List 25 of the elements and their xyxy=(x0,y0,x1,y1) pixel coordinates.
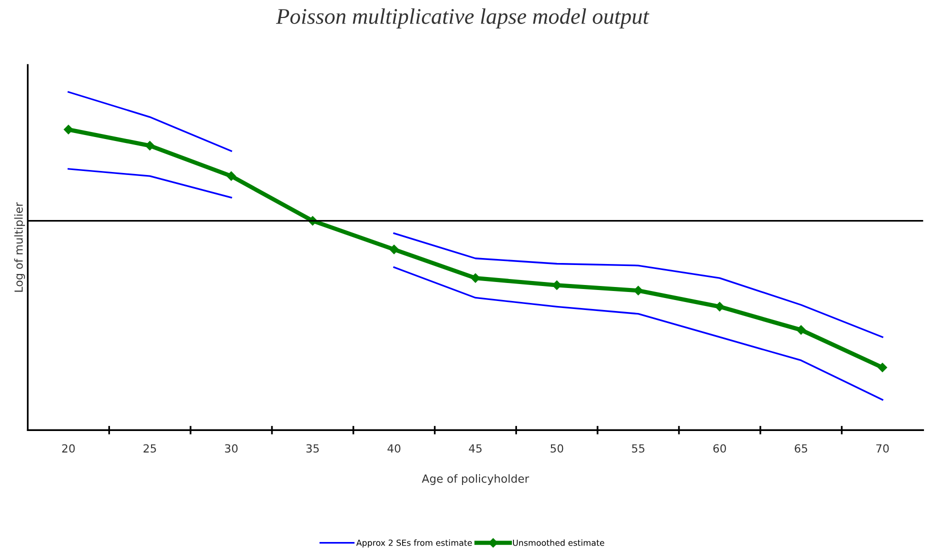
x-tick-label: 55 xyxy=(632,444,644,453)
x-axis-title: Age of policyholder xyxy=(422,474,530,485)
point xyxy=(226,171,236,181)
legend-label: Approx 2 SEs from estimate xyxy=(356,539,472,548)
point xyxy=(470,273,480,283)
x-tick-label: 30 xyxy=(225,444,238,453)
y-axis-title: Log of multiplier xyxy=(14,202,25,292)
chart-title: Poisson multiplicative lapse model output xyxy=(276,8,650,28)
x-tick-label: 35 xyxy=(306,444,319,453)
x-tick-label: 70 xyxy=(876,444,889,453)
point xyxy=(634,286,643,296)
point xyxy=(389,244,399,254)
x-tick-label: 45 xyxy=(468,444,482,453)
x-tick-label: 65 xyxy=(794,444,808,453)
point xyxy=(145,141,154,150)
point xyxy=(796,325,806,335)
point xyxy=(64,124,74,134)
x-tick-label: 25 xyxy=(144,444,156,453)
x-tick-label: 50 xyxy=(550,444,564,453)
point xyxy=(878,362,888,372)
legend-label: Unsmoothed estimate xyxy=(513,539,604,546)
x-tick-label: 20 xyxy=(62,444,75,453)
x-tick-label: 40 xyxy=(388,444,400,453)
x-tick-label: 60 xyxy=(713,444,726,453)
point xyxy=(715,302,724,312)
